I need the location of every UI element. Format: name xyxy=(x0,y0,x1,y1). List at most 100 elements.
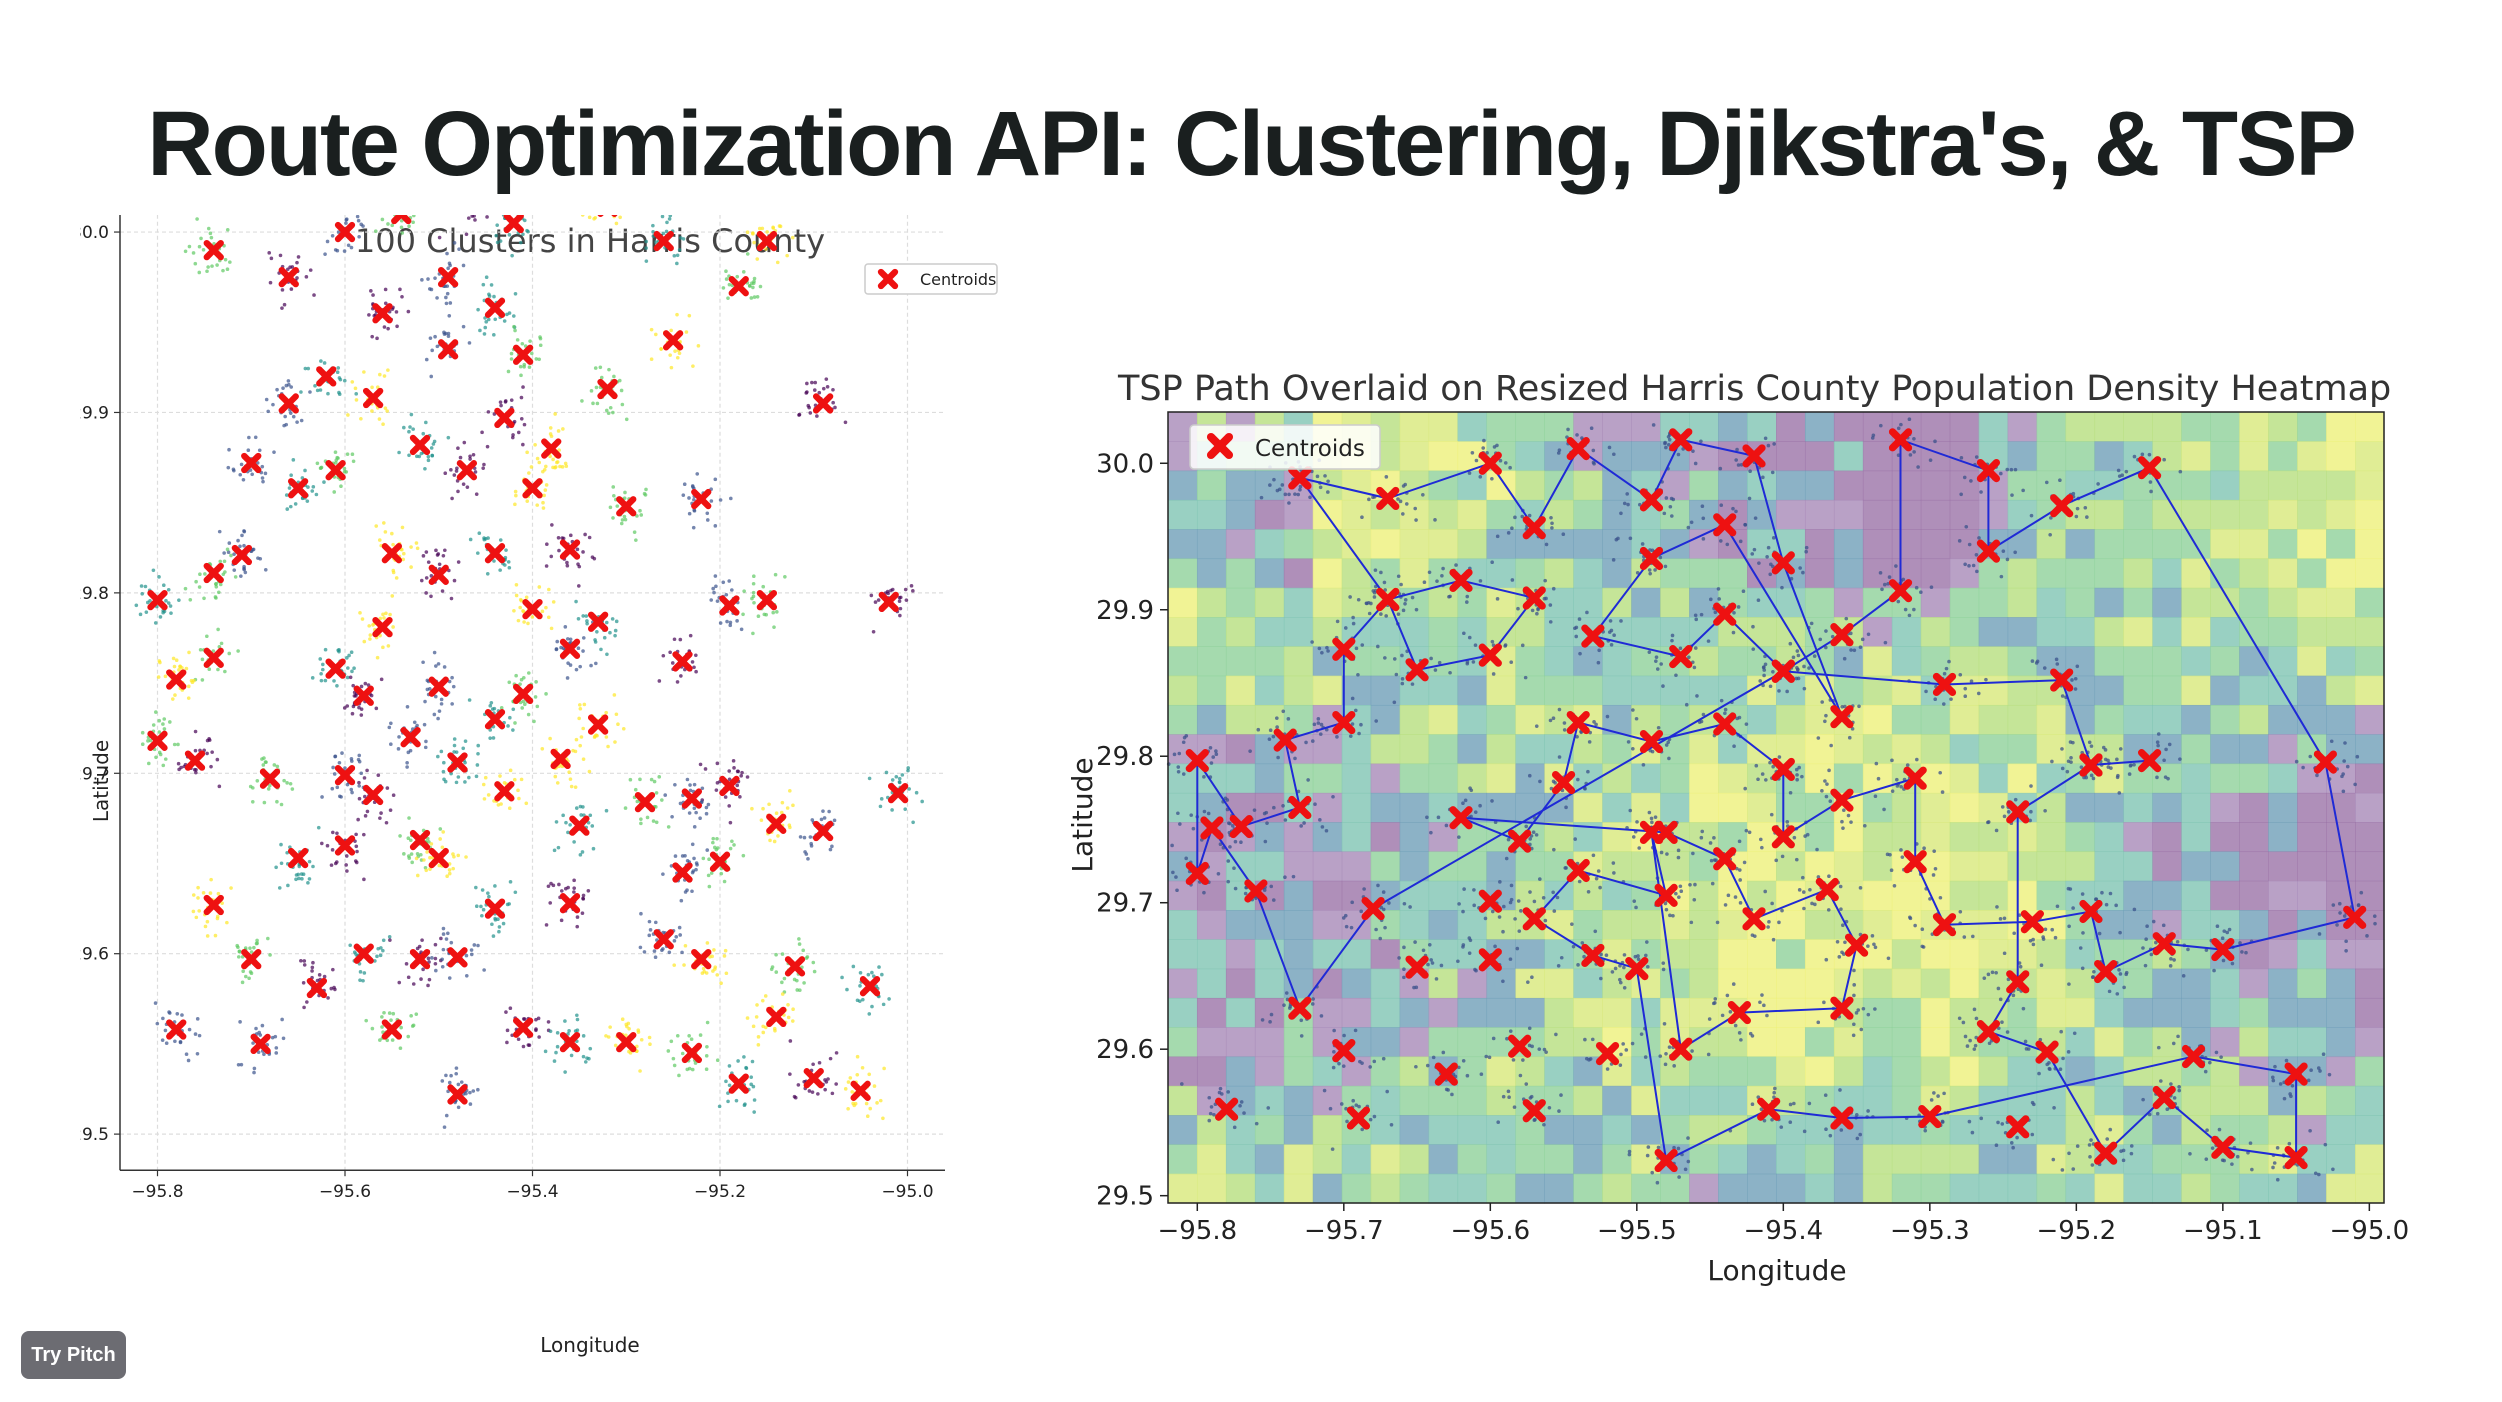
centroid-marker xyxy=(766,1006,787,1027)
centroid-marker xyxy=(1918,1104,1942,1129)
centroid-marker xyxy=(1727,1000,1751,1025)
centroid-marker xyxy=(484,709,506,730)
centroid-marker xyxy=(1185,861,1209,886)
centroid-marker xyxy=(681,1042,703,1064)
centroid-marker xyxy=(2284,1145,2308,1170)
centroid-marker xyxy=(1903,766,1927,790)
y-tick-label: 29.5 xyxy=(80,1125,109,1145)
centroid-marker xyxy=(1332,710,1356,735)
centroid-marker xyxy=(1566,858,1590,883)
centroid-marker xyxy=(691,488,712,510)
centroid-marker xyxy=(391,215,412,225)
x-tick-label: −95.8 xyxy=(1157,1216,1237,1246)
centroid-marker xyxy=(728,276,749,297)
try-pitch-button[interactable]: Try Pitch xyxy=(21,1331,126,1379)
centroid-marker xyxy=(1595,1041,1620,1066)
centroid-marker xyxy=(447,752,468,773)
centroid-marker xyxy=(316,366,337,387)
y-axis-label: Latitude xyxy=(1070,757,1099,872)
centroid-marker xyxy=(2137,456,2162,480)
x-tick-label: −95.1 xyxy=(2183,1216,2263,1246)
x-tick-label: −95.4 xyxy=(1743,1216,1823,1246)
centroid-marker xyxy=(1830,623,1854,647)
centroid-marker xyxy=(1639,546,1664,571)
centroid-marker xyxy=(372,303,393,324)
centroid-marker xyxy=(1215,1097,1239,1121)
centroid-marker xyxy=(278,267,299,288)
y-tick-label: 29.9 xyxy=(80,403,109,423)
slide-title: Route Optimization API: Clustering, Djik… xyxy=(147,93,2357,195)
centroid-marker xyxy=(437,267,459,288)
centroid-marker xyxy=(1654,883,1678,907)
centroid-marker xyxy=(597,378,618,400)
centroid-marker xyxy=(1376,587,1400,612)
centroid-marker xyxy=(719,775,740,797)
centroid-marker xyxy=(1288,466,1312,490)
centroid-marker xyxy=(1288,795,1312,820)
centroid-marker xyxy=(184,750,206,771)
x-tick-label: −95.3 xyxy=(1890,1216,1970,1246)
y-tick-label: 29.8 xyxy=(1096,742,1154,772)
centroid-marker xyxy=(512,344,534,365)
centroid-marker xyxy=(569,815,590,836)
centroid-marker xyxy=(2035,1040,2059,1064)
x-axis-label: Longitude xyxy=(540,1333,639,1357)
centroid-marker xyxy=(719,595,740,616)
centroid-marker xyxy=(1478,948,1502,972)
centroid-marker xyxy=(2050,668,2074,692)
centroid-marker xyxy=(1976,458,2001,483)
centroid-marker xyxy=(372,617,393,638)
centroid-marker xyxy=(587,611,609,632)
centroid-marker xyxy=(362,387,384,409)
centroid-marker xyxy=(494,781,515,802)
centroid-marker xyxy=(166,1019,187,1040)
centroid-marker xyxy=(1405,955,1429,979)
x-tick-label: −95.4 xyxy=(506,1182,558,1202)
centroid-marker xyxy=(2050,494,2074,518)
centroid-marker xyxy=(512,1017,534,1038)
y-tick-label: 29.9 xyxy=(1096,596,1154,626)
centroid-marker xyxy=(1932,672,1957,697)
centroid-marker xyxy=(278,393,299,414)
y-tick-label: 29.7 xyxy=(80,764,109,784)
centroid-marker xyxy=(1713,847,1737,871)
centroid-marker xyxy=(1332,1039,1356,1063)
centroid-marker xyxy=(1903,850,1927,874)
centroid-marker xyxy=(850,1080,871,1101)
centroid-marker xyxy=(325,460,346,481)
centroid-marker xyxy=(1581,943,1605,968)
centroid-marker xyxy=(503,215,524,234)
centroid-marker xyxy=(1522,586,1546,610)
x-tick-label: −95.6 xyxy=(319,1182,371,1202)
centroid-marker xyxy=(859,976,881,997)
centroid-marker xyxy=(334,764,356,786)
centroid-marker xyxy=(409,434,431,456)
tsp-heatmap-chart: TSP Path Overlaid on Resized Harris Coun… xyxy=(1070,369,2410,1287)
centroid-marker xyxy=(494,407,515,429)
centroid-marker xyxy=(728,1073,749,1094)
centroid-marker xyxy=(522,598,543,620)
centroid-marker xyxy=(334,835,356,856)
centroid-marker xyxy=(1757,1097,1781,1121)
centroid-marker xyxy=(1771,757,1795,782)
centroid-marker xyxy=(1742,444,1766,468)
centroid-marker xyxy=(1449,568,1473,593)
centroid-marker xyxy=(2152,1085,2176,1110)
centroid-marker xyxy=(1346,1106,1371,1130)
centroid-marker xyxy=(259,768,281,789)
centroid-marker xyxy=(756,589,778,611)
centroid-marker xyxy=(2094,1141,2118,1165)
x-tick-label: −95.0 xyxy=(2330,1216,2410,1246)
y-tick-label: 29.7 xyxy=(1096,889,1154,919)
chart-legend: Centroids xyxy=(1189,424,1381,470)
centroid-marker xyxy=(2313,750,2337,774)
centroid-marker xyxy=(616,1031,637,1053)
centroid-marker xyxy=(428,676,449,697)
centroid-marker xyxy=(1376,486,1400,511)
centroid-marker xyxy=(484,543,506,564)
y-tick-label: 30.0 xyxy=(80,223,109,243)
centroid-marker xyxy=(634,792,656,813)
centroid-marker xyxy=(1830,1106,1854,1130)
centroid-marker xyxy=(241,452,262,474)
centroid-marker xyxy=(437,339,459,360)
